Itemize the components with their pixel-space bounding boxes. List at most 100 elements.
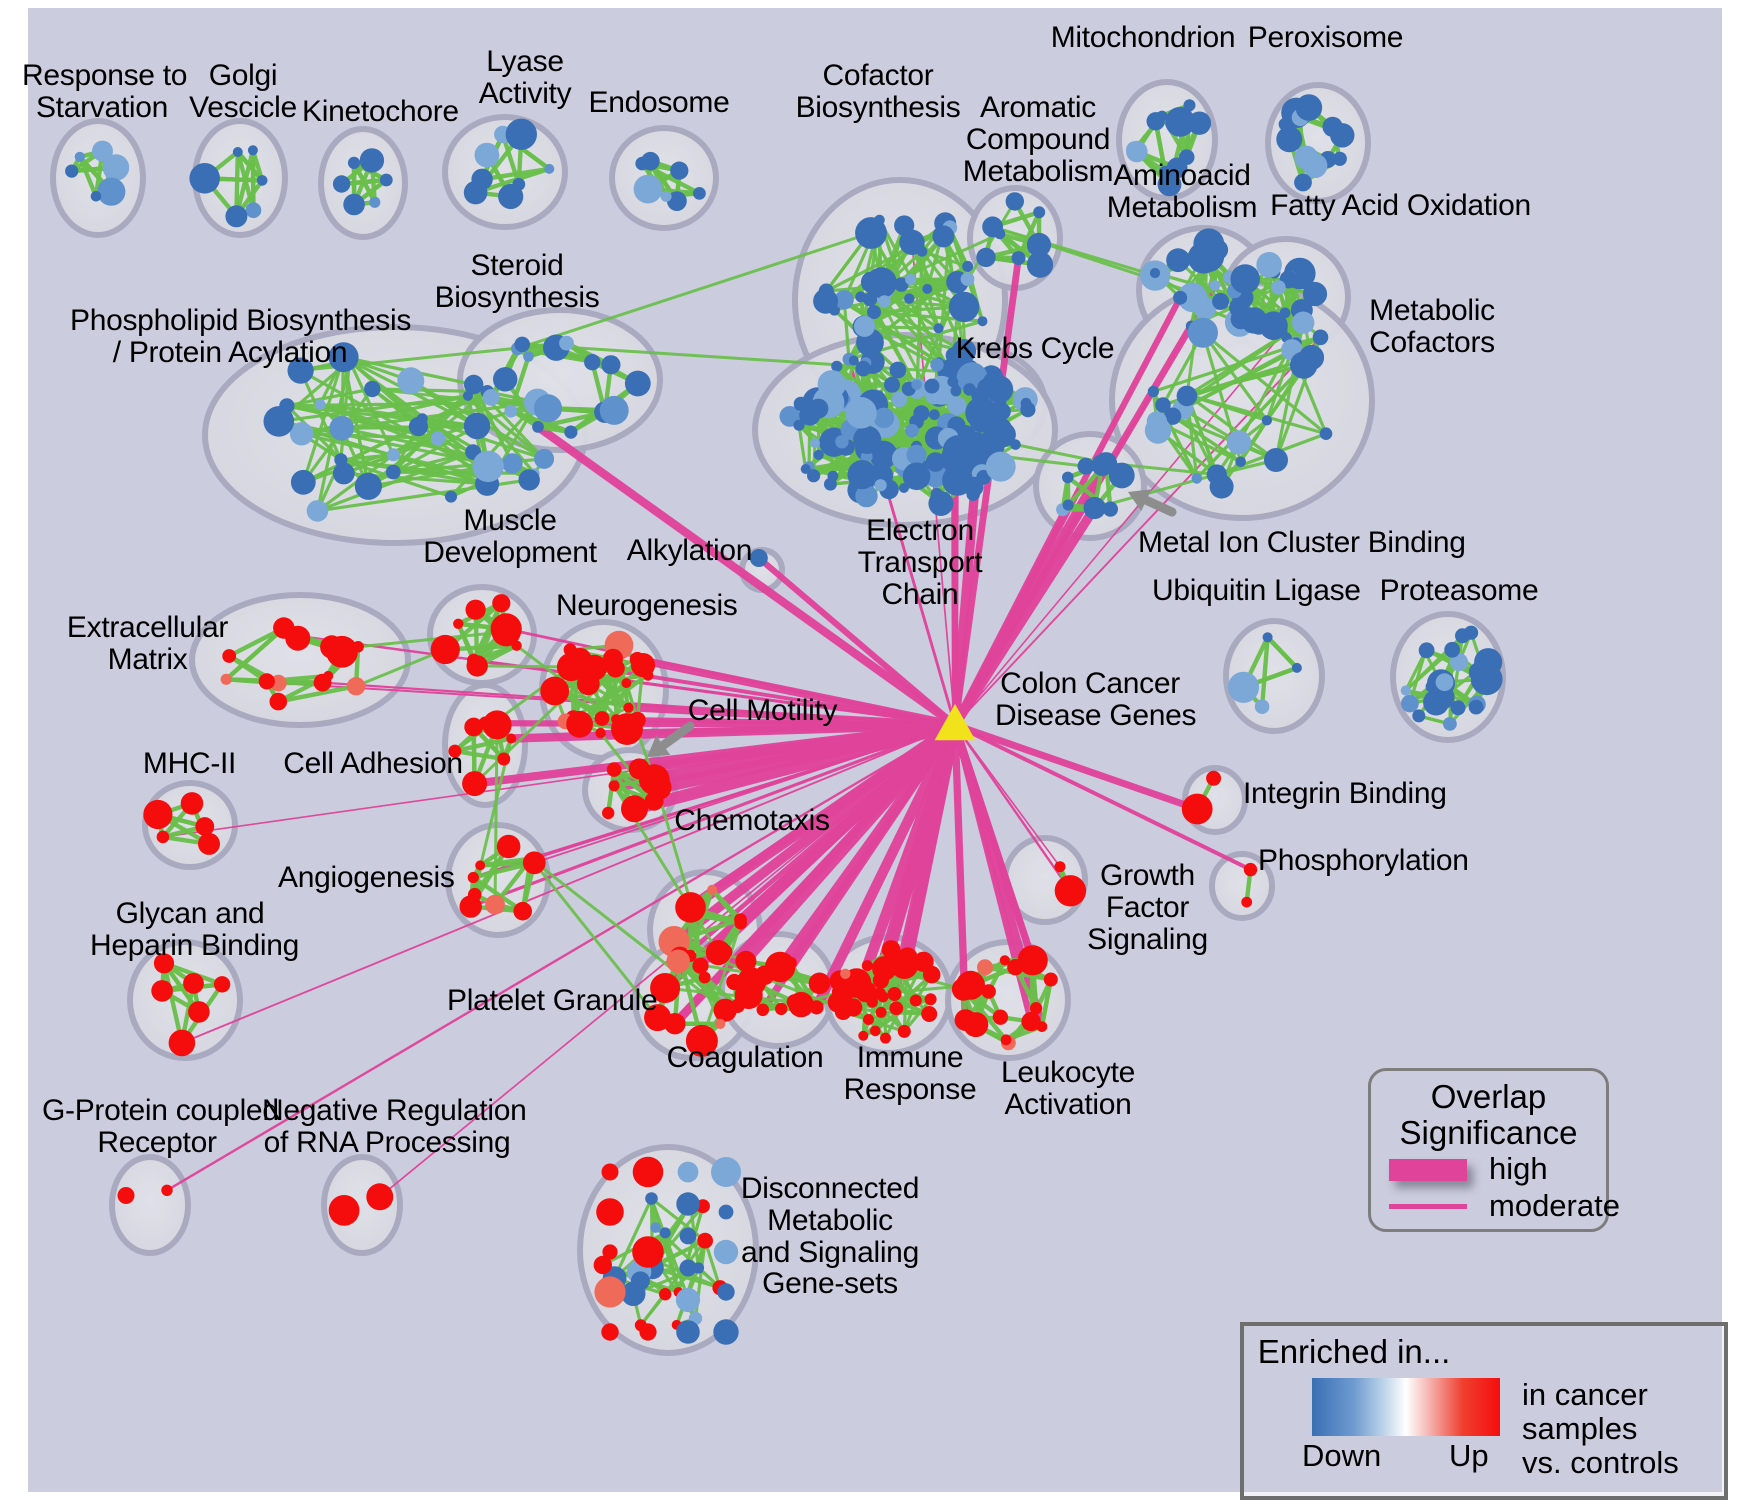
gene-set-node[interactable]	[1000, 1034, 1012, 1046]
gene-set-node[interactable]	[346, 677, 366, 696]
gene-set-node[interactable]	[1157, 172, 1182, 197]
gene-set-node[interactable]	[905, 423, 919, 438]
gene-set-node[interactable]	[514, 336, 530, 353]
gene-set-node[interactable]	[474, 142, 500, 168]
gene-set-node[interactable]	[269, 692, 288, 711]
gene-set-node[interactable]	[904, 293, 915, 304]
gene-set-node[interactable]	[887, 987, 902, 1001]
gene-set-node[interactable]	[594, 711, 610, 726]
gene-set-node[interactable]	[932, 225, 955, 248]
gene-set-node[interactable]	[153, 953, 175, 974]
gene-set-node[interactable]	[924, 993, 937, 1006]
gene-set-node[interactable]	[1241, 293, 1252, 304]
disconnected-gene-set-node[interactable]	[711, 1157, 741, 1187]
gene-set-node[interactable]	[793, 419, 805, 431]
gene-set-node[interactable]	[1191, 473, 1203, 484]
gene-set-node[interactable]	[453, 618, 464, 629]
gene-set-node[interactable]	[485, 894, 505, 915]
disconnected-gene-set-node[interactable]	[594, 1276, 626, 1308]
gene-set-node[interactable]	[502, 453, 523, 474]
disconnected-gene-set-node[interactable]	[718, 1204, 734, 1220]
gene-set-node[interactable]	[870, 463, 893, 486]
gene-set-node[interactable]	[1276, 126, 1303, 153]
gene-set-node[interactable]	[929, 409, 940, 421]
gene-set-node[interactable]	[659, 1288, 672, 1301]
gene-set-node[interactable]	[364, 380, 381, 398]
gene-set-node[interactable]	[924, 378, 940, 394]
gene-set-node[interactable]	[1158, 165, 1172, 179]
gene-set-node[interactable]	[853, 425, 882, 454]
gene-set-node[interactable]	[1026, 232, 1052, 257]
gene-set-node[interactable]	[1274, 324, 1288, 338]
gene-set-node[interactable]	[498, 183, 524, 210]
gene-set-node[interactable]	[872, 972, 890, 989]
gene-set-node[interactable]	[328, 342, 359, 373]
gene-set-node[interactable]	[644, 1004, 672, 1032]
gene-set-node[interactable]	[638, 764, 670, 795]
gene-set-node[interactable]	[963, 1012, 989, 1038]
gene-set-node[interactable]	[1294, 145, 1319, 170]
gene-set-node[interactable]	[735, 950, 757, 972]
gene-set-node[interactable]	[693, 187, 706, 200]
gene-set-node[interactable]	[1443, 717, 1457, 731]
gene-set-node[interactable]	[685, 1024, 718, 1057]
gene-set-node[interactable]	[878, 295, 891, 308]
gene-set-node[interactable]	[1183, 99, 1196, 112]
gene-set-node[interactable]	[807, 469, 821, 483]
gene-set-node[interactable]	[880, 1032, 891, 1044]
gene-set-node[interactable]	[467, 887, 482, 902]
gene-set-node[interactable]	[1036, 1021, 1048, 1032]
gene-set-node[interactable]	[884, 376, 900, 393]
gene-set-node[interactable]	[734, 913, 747, 926]
gene-set-node[interactable]	[1444, 641, 1461, 658]
gene-set-node[interactable]	[921, 1006, 938, 1022]
gene-set-node[interactable]	[225, 205, 248, 228]
gene-set-node[interactable]	[874, 479, 887, 492]
gene-set-node[interactable]	[151, 980, 173, 1002]
gene-set-node[interactable]	[143, 799, 173, 830]
gene-set-node[interactable]	[1468, 699, 1484, 715]
gene-set-node[interactable]	[347, 156, 361, 169]
gene-set-node[interactable]	[559, 335, 574, 351]
disconnected-gene-set-node[interactable]	[679, 1259, 697, 1277]
gene-set-node[interactable]	[808, 972, 831, 995]
gene-set-node[interactable]	[1091, 454, 1114, 477]
gene-set-node[interactable]	[306, 500, 329, 522]
gene-set-node[interactable]	[534, 448, 555, 469]
gene-set-node[interactable]	[670, 161, 689, 180]
gene-set-node[interactable]	[894, 277, 909, 292]
gene-set-node[interactable]	[786, 994, 803, 1010]
gene-set-node[interactable]	[1435, 673, 1454, 692]
gene-set-node[interactable]	[593, 1255, 612, 1275]
gene-set-node[interactable]	[1294, 173, 1312, 192]
gene-set-node[interactable]	[963, 476, 984, 497]
gene-set-node[interactable]	[1227, 671, 1260, 703]
gene-set-node[interactable]	[359, 148, 385, 173]
disconnected-gene-set-node[interactable]	[713, 1239, 739, 1265]
gene-set-node[interactable]	[566, 710, 593, 738]
gene-set-node[interactable]	[533, 394, 563, 423]
gene-set-node[interactable]	[644, 791, 664, 811]
gene-set-node[interactable]	[532, 421, 544, 433]
gene-set-node[interactable]	[289, 422, 314, 446]
gene-set-node[interactable]	[1450, 700, 1466, 716]
gene-set-node[interactable]	[601, 355, 621, 375]
gene-set-node[interactable]	[343, 193, 365, 216]
gene-set-node[interactable]	[464, 717, 484, 737]
gene-set-node[interactable]	[1241, 896, 1253, 908]
gene-set-node[interactable]	[848, 355, 859, 366]
gene-set-node[interactable]	[981, 401, 1000, 420]
gene-set-node[interactable]	[482, 710, 512, 740]
gene-set-node[interactable]	[813, 288, 839, 314]
gene-set-node[interactable]	[366, 1183, 394, 1211]
gene-set-node[interactable]	[633, 174, 663, 204]
gene-set-node[interactable]	[1449, 653, 1469, 672]
gene-set-node[interactable]	[1319, 427, 1333, 441]
gene-set-node[interactable]	[962, 431, 989, 458]
gene-set-node[interactable]	[1332, 151, 1347, 166]
gene-set-node[interactable]	[650, 973, 681, 1003]
gene-set-node[interactable]	[504, 404, 518, 418]
gene-set-node[interactable]	[430, 634, 460, 665]
gene-set-node[interactable]	[1187, 317, 1218, 348]
gene-set-node[interactable]	[493, 367, 518, 392]
